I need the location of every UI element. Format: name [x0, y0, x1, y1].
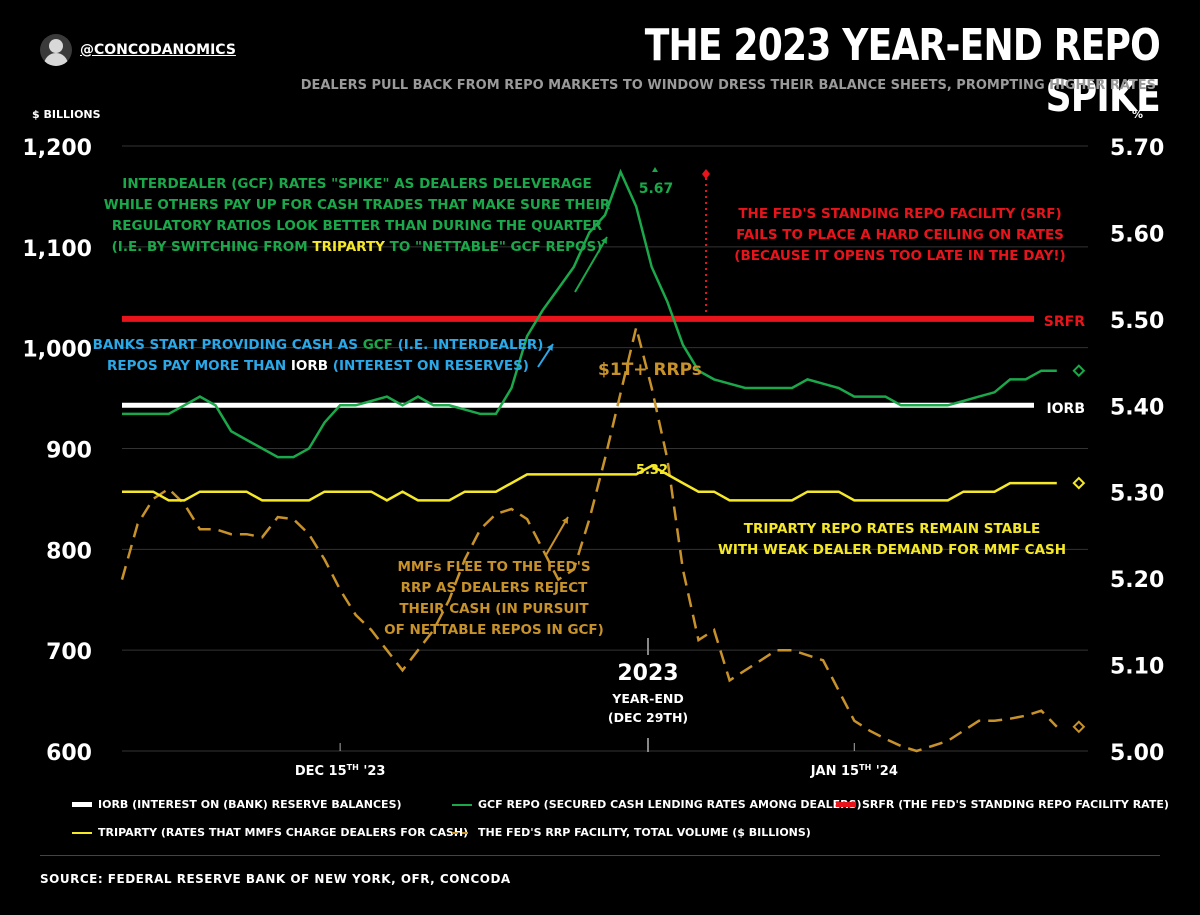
mmf-note-line: MMFs FLEE TO THE FED'S — [397, 559, 590, 575]
legend-label-gcf: GCF REPO (SECURED CASH LENDING RATES AMO… — [478, 798, 862, 811]
yearend-label: YEAR-END — [611, 691, 683, 706]
footer-divider — [40, 855, 1160, 856]
series-lines — [120, 167, 1086, 753]
rrp-big-label: $1T+ RRPs — [598, 360, 702, 380]
right-tick-label: 5.40 — [1110, 395, 1164, 420]
mmf-arrow-head — [562, 517, 568, 524]
right-tick-label: 5.60 — [1110, 222, 1164, 247]
gcf-note-line: (I.E. BY SWITCHING FROM TRIPARTY TO "NET… — [112, 239, 603, 255]
right-axis-title: % — [1132, 108, 1144, 121]
yearend-year: 2023 — [617, 661, 678, 686]
chart-subtitle: DEALERS PULL BACK FROM REPO MARKETS TO W… — [300, 78, 1156, 93]
banks-note-line: REPOS PAY MORE THAN IORB (INTEREST ON RE… — [107, 358, 529, 374]
left-tick-label: 600 — [46, 741, 92, 766]
mmf-note-line: RRP AS DEALERS REJECT — [401, 580, 589, 596]
left-tick-label: 700 — [46, 640, 92, 665]
legend-item-triparty: TRIPARTY (RATES THAT MMFS CHARGE DEALERS… — [72, 826, 468, 839]
legend-item-srfr: SRFR (THE FED'S STANDING REPO FACILITY R… — [836, 798, 1169, 811]
right-tick-label: 5.30 — [1110, 482, 1164, 507]
yearend-date: (DEC 29TH) — [608, 710, 688, 725]
legend-swatch-iorb — [72, 802, 92, 807]
legend-swatch-srfr — [836, 802, 856, 807]
gcf-arrow-head — [601, 237, 607, 244]
left-tick-label: 900 — [46, 439, 92, 464]
annotation-labels: SRFR IORB 5.67 5.32 INTERDEALER (GCF) RATES … — [93, 176, 1086, 725]
avatar — [40, 34, 72, 66]
gcf-peak-label: 5.67 — [639, 181, 674, 197]
legend-item-gcf: GCF REPO (SECURED CASH LENDING RATES AMO… — [452, 798, 862, 811]
mmf-arrow — [545, 516, 569, 556]
gcf-note-line: WHILE OTHERS PAY UP FOR CASH TRADES THAT… — [104, 197, 611, 213]
iorb-end-label: IORB — [1046, 401, 1085, 417]
triparty-peak-label: 5.32 — [636, 463, 668, 478]
right-tick-label: 5.00 — [1110, 741, 1164, 766]
legend-swatch-rrp — [452, 831, 472, 834]
srf-note-line: FAILS TO PLACE A HARD CEILING ON RATES — [736, 227, 1064, 243]
banks-note-line: BANKS START PROVIDING CASH AS GCF (I.E. … — [93, 337, 544, 353]
gcf-end-marker — [1072, 364, 1086, 378]
legend-label-rrp: THE FED'S RRP FACILITY, TOTAL VOLUME ($ … — [478, 826, 811, 839]
source-note: SOURCE: FEDERAL RESERVE BANK OF NEW YORK… — [40, 872, 511, 886]
legend-swatch-gcf — [452, 803, 472, 806]
banks-arrow-head — [546, 344, 553, 351]
left-tick-label: 1,000 — [22, 338, 92, 363]
right-tick-label: 5.70 — [1110, 136, 1164, 161]
author-handle[interactable]: @CONCODANOMICS — [80, 42, 236, 58]
legend-label-iorb: IORB (INTEREST ON (BANK) RESERVE BALANCE… — [98, 798, 402, 811]
gridlines — [122, 145, 1088, 752]
left-axis-title: $ BILLIONS — [32, 108, 101, 121]
srf-timing-diamond — [702, 169, 710, 179]
srf-note-line: (BECAUSE IT OPENS TOO LATE IN THE DAY!) — [734, 248, 1065, 264]
chart-title: THE 2023 YEAR-END REPO SPIKE — [644, 20, 1161, 122]
legend-item-rrp: THE FED'S RRP FACILITY, TOTAL VOLUME ($ … — [452, 826, 811, 839]
left-tick-label: 1,100 — [22, 237, 92, 262]
legend-label-srfr: SRFR (THE FED'S STANDING REPO FACILITY R… — [862, 798, 1169, 811]
x-tick-label: JAN 15TH '24 — [810, 763, 898, 779]
legend-swatch-triparty — [72, 831, 92, 834]
triparty-note-line: WITH WEAK DEALER DEMAND FOR MMF CASH — [718, 542, 1066, 558]
triparty-end-marker — [1072, 476, 1086, 490]
mmf-note-line: OF NETTABLE REPOS IN GCF) — [384, 622, 604, 638]
left-tick-label: 1,200 — [22, 136, 92, 161]
x-axis-ticks: DEC 15TH '23 JAN 15TH '24 — [295, 743, 898, 779]
rrp-line — [120, 327, 1058, 753]
srf-note-line: THE FED'S STANDING REPO FACILITY (SRF) — [738, 206, 1061, 222]
srfr-end-label: SRFR — [1044, 314, 1085, 330]
gcf-line — [122, 168, 1057, 459]
x-tick-label: DEC 15TH '23 — [295, 763, 386, 779]
triparty-note-line: TRIPARTY REPO RATES REMAIN STABLE — [744, 521, 1041, 537]
legend-label-triparty: TRIPARTY (RATES THAT MMFS CHARGE DEALERS… — [98, 826, 469, 839]
right-axis-ticks: 5.70 5.60 5.50 5.40 5.30 5.20 5.10 5.00 — [1110, 136, 1164, 766]
gcf-arrow — [574, 236, 608, 293]
gcf-note-line: INTERDEALER (GCF) RATES "SPIKE" AS DEALE… — [122, 176, 591, 192]
left-axis-ticks: 1,200 1,100 1,000 900 800 700 600 — [22, 136, 92, 766]
gcf-peak-arrow — [652, 167, 658, 172]
legend-item-iorb: IORB (INTEREST ON (BANK) RESERVE BALANCE… — [72, 798, 402, 811]
triparty-line — [122, 464, 1057, 502]
rrp-end-marker — [1072, 720, 1086, 734]
left-tick-label: 800 — [46, 539, 92, 564]
mmf-note-line: THEIR CASH (IN PURSUIT — [399, 601, 589, 617]
gcf-note-line: REGULATORY RATIOS LOOK BETTER THAN DURIN… — [112, 218, 603, 234]
right-tick-label: 5.10 — [1110, 655, 1164, 680]
right-tick-label: 5.20 — [1110, 568, 1164, 593]
right-tick-label: 5.50 — [1110, 309, 1164, 334]
